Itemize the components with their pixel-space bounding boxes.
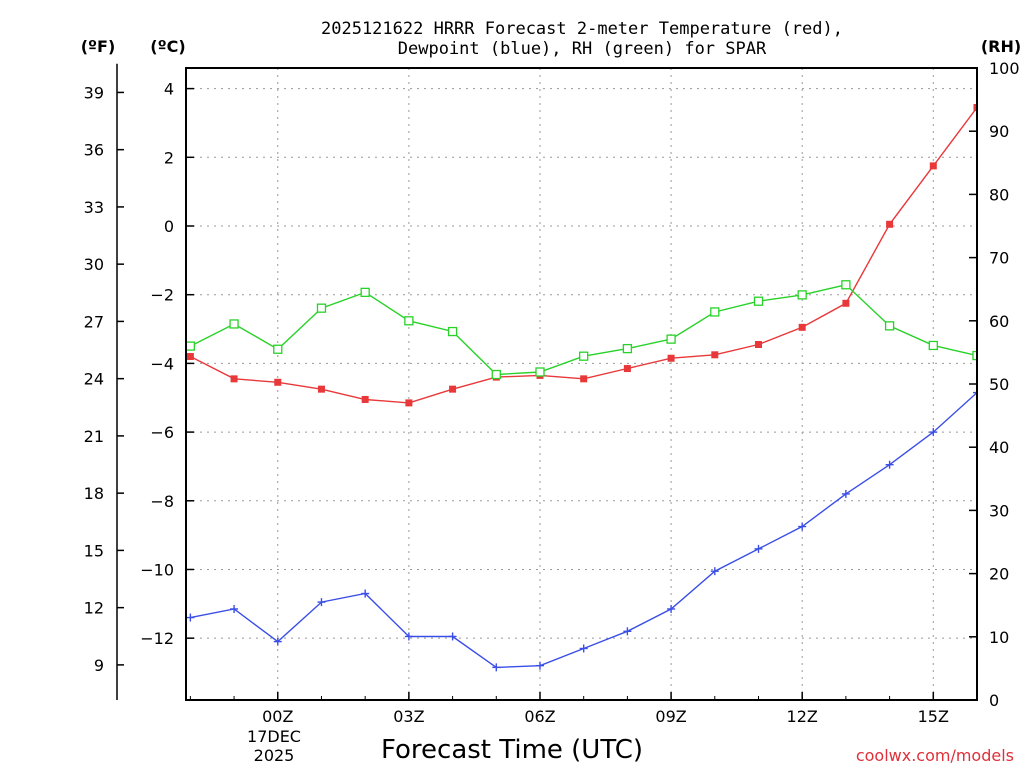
celsius-tick-label: 0 <box>164 217 174 236</box>
time-tick-label: 06Z <box>524 707 555 726</box>
time-tick-label: 03Z <box>393 707 424 726</box>
rh-tick-label: 90 <box>989 122 1009 141</box>
celsius-tick-label: −2 <box>150 286 174 305</box>
temperature-point <box>798 323 806 331</box>
rh-point <box>229 319 239 329</box>
rh-point <box>447 326 458 337</box>
time-tick-label: 15Z <box>918 707 949 726</box>
rh-axis-label: (RH) <box>981 37 1021 56</box>
time-tick-label: 12Z <box>787 707 818 726</box>
rh-point <box>535 367 545 377</box>
celsius-tick-label: 2 <box>164 148 174 167</box>
rh-series <box>186 280 977 380</box>
fahrenheit-tick-label: 9 <box>94 656 104 675</box>
temperature-point <box>405 399 413 407</box>
plot-frame <box>185 67 978 701</box>
rh-tick-label: 40 <box>989 438 1009 457</box>
temperature-point <box>449 385 457 393</box>
rh-tick-label: 100 <box>989 59 1020 78</box>
celsius-tick-label: −8 <box>150 492 174 511</box>
temperature-point <box>361 395 369 403</box>
fahrenheit-tick-label: 27 <box>84 312 104 331</box>
rh-point <box>710 307 720 317</box>
date-year-label: 2025 <box>254 746 295 765</box>
temperature-point <box>711 351 719 359</box>
rh-tick-label: 80 <box>989 185 1009 204</box>
temperature-point <box>623 365 631 373</box>
rh-point <box>928 340 938 351</box>
chart-title-line1: 2025121622 HRRR Forecast 2-meter Tempera… <box>321 19 843 39</box>
data-series <box>186 104 977 672</box>
rh-tick-label: 0 <box>989 691 999 710</box>
rh-point <box>404 316 414 326</box>
celsius-tick-label: −10 <box>140 560 174 579</box>
temperature-series <box>186 104 977 407</box>
temperature-point <box>667 354 675 362</box>
gridlines <box>186 68 977 700</box>
time-tick-label: 00Z <box>262 707 293 726</box>
dewpoint-line <box>190 392 977 669</box>
rh-point <box>491 369 501 380</box>
rh-tick-label: 50 <box>989 375 1009 394</box>
fahrenheit-tick-label: 12 <box>84 599 104 618</box>
date-day-label: 17DEC <box>247 727 301 746</box>
rh-axis: 0 10 20 30 40 50 60 70 80 90 100 <box>969 59 1020 710</box>
temperature-point <box>317 385 325 393</box>
celsius-tick-label: −6 <box>150 423 174 442</box>
dewpoint-series <box>186 388 977 672</box>
temperature-point <box>886 220 894 228</box>
rh-point <box>797 290 807 300</box>
temperature-point <box>230 375 238 383</box>
rh-point <box>841 280 851 290</box>
rh-point <box>972 350 977 361</box>
celsius-axis: 4 2 0 −2 −4 −6 −8 −10 −12 <box>140 80 194 648</box>
rh-point <box>753 296 764 306</box>
fahrenheit-tick-label: 21 <box>84 427 104 446</box>
rh-point <box>273 344 283 354</box>
rh-point <box>579 351 589 361</box>
time-axis: 00Z 03Z 06Z 09Z 12Z 15Z <box>189 692 978 726</box>
fahrenheit-axis: 39 36 33 30 27 24 21 18 15 12 9 <box>84 63 124 700</box>
fahrenheit-tick-label: 24 <box>84 370 104 389</box>
fahrenheit-tick-label: 18 <box>84 484 104 503</box>
fahrenheit-tick-label: 39 <box>84 83 104 102</box>
fahrenheit-axis-label: (ºF) <box>81 37 116 56</box>
rh-point <box>186 341 196 351</box>
celsius-axis-label: (ºC) <box>150 37 185 56</box>
temperature-point <box>186 353 194 361</box>
rh-point <box>884 321 895 331</box>
rh-tick-label: 60 <box>989 312 1009 331</box>
celsius-tick-label: −4 <box>150 354 174 373</box>
temperature-point <box>754 341 762 348</box>
fahrenheit-tick-label: 30 <box>84 255 104 274</box>
rh-tick-label: 10 <box>989 628 1009 647</box>
temperature-point <box>580 375 588 383</box>
temperature-point <box>842 299 850 307</box>
rh-point <box>622 343 633 354</box>
rh-tick-label: 30 <box>989 501 1009 520</box>
celsius-tick-label: −12 <box>140 629 174 648</box>
time-tick-label: 09Z <box>655 707 686 726</box>
temperature-point <box>274 378 282 386</box>
rh-tick-label: 20 <box>989 565 1009 584</box>
rh-tick-label: 70 <box>989 249 1009 268</box>
rh-point <box>316 303 327 313</box>
celsius-tick-label: 4 <box>164 80 174 99</box>
rh-point <box>666 334 676 344</box>
temperature-point <box>973 104 977 111</box>
rh-point <box>360 287 370 298</box>
rh-line <box>190 284 977 376</box>
temperature-point <box>929 162 937 170</box>
fahrenheit-tick-label: 33 <box>84 198 104 217</box>
x-axis-title: Forecast Time (UTC) <box>381 735 643 765</box>
fahrenheit-tick-label: 36 <box>84 141 104 160</box>
fahrenheit-tick-label: 15 <box>84 541 104 560</box>
chart-title-line2: Dewpoint (blue), RH (green) for SPAR <box>398 39 767 59</box>
credit-text: coolwx.com/models <box>856 746 1014 765</box>
